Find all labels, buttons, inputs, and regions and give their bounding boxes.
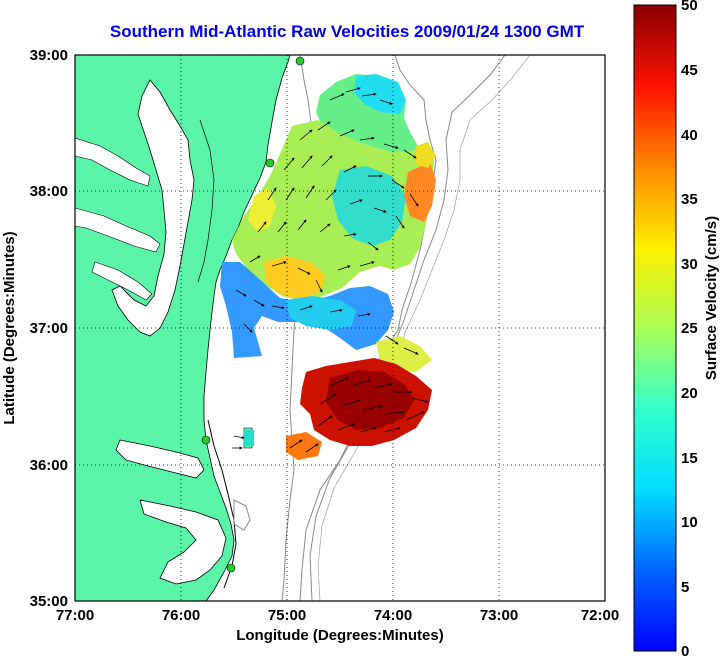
bay-tributary-north [75, 137, 151, 187]
plot-frame [74, 54, 606, 602]
colorbar-tick-label: 10 [681, 514, 698, 531]
x-tick-label: 75:00 [268, 607, 306, 624]
bathymetry-contour-middle [299, 55, 437, 601]
radar-site-marker [265, 158, 275, 168]
bathymetry-contour-inner [281, 55, 313, 601]
radar-site-marker [226, 563, 236, 573]
bathymetry-loop [233, 499, 251, 531]
bay-tributary-middle [75, 207, 161, 253]
x-tick-label: 77:00 [56, 607, 94, 624]
velocity-patch-yellow-eddy [264, 256, 326, 300]
colorbar-gradient [633, 4, 677, 652]
radar-site-marker [201, 435, 211, 445]
bathymetry-contour-slope [317, 55, 531, 601]
velocity-field [220, 74, 436, 460]
y-tick-label: 39:00 [30, 47, 68, 64]
pamlico-sound [139, 499, 227, 585]
albemarle-sound [115, 439, 205, 479]
x-axis-label: Longitude (Degrees:Minutes) [236, 627, 444, 644]
x-tick-label: 76:00 [162, 607, 200, 624]
colorbar-tick-label: 30 [681, 256, 698, 273]
y-axis: 39:00 38:00 37:00 36:00 35:00 Latitude (… [1, 47, 68, 610]
x-axis: 77:00 76:00 75:00 74:00 73:00 72:00 Long… [56, 607, 619, 644]
y-tick-label: 36:00 [30, 457, 68, 474]
x-tick-label: 72:00 [581, 607, 619, 624]
velocity-patch-small-coast [244, 430, 254, 446]
velocity-patch-orange-southwest [286, 432, 322, 460]
land-mass [75, 55, 291, 601]
velocity-patch-orange-east [404, 162, 436, 222]
delmarva-inner-coast [197, 119, 215, 283]
colorbar-tick-label: 35 [681, 191, 698, 208]
y-tick-label: 35:00 [30, 593, 68, 610]
y-axis-label: Latitude (Degrees:Minutes) [1, 231, 18, 424]
velocity-patch-main [232, 120, 434, 300]
chesapeake-bay [111, 79, 195, 337]
velocity-patch-cyan-center [332, 166, 406, 246]
x-tick-label: 73:00 [480, 607, 518, 624]
colorbar: 50 45 40 35 30 25 20 15 10 5 0 Surface V… [633, 0, 720, 659]
map-title: Southern Mid-Atlantic Raw Velocities 200… [109, 22, 585, 41]
colorbar-tick-label: 50 [681, 0, 698, 14]
bathymetry-contour-outer [309, 55, 506, 601]
colorbar-tick-label: 40 [681, 127, 698, 144]
colorbar-tick-label: 5 [681, 579, 689, 596]
y-tick-label: 38:00 [30, 183, 68, 200]
colorbar-tick-label: 20 [681, 385, 698, 402]
velocity-patch-cyan-south [286, 296, 356, 330]
velocity-patch-yellow-ne [416, 142, 436, 168]
colorbar-tick-label: 25 [681, 320, 698, 337]
colorbar-tick-label: 0 [681, 643, 689, 659]
colorbar-label: Surface Velocity (cm/s) [703, 216, 720, 380]
bay-tributary-south [91, 261, 153, 301]
outer-banks [207, 419, 237, 589]
colorbar-tick-label: 45 [681, 62, 698, 79]
colorbar-tick-label: 15 [681, 450, 698, 467]
graticule [75, 55, 605, 601]
x-tick-label: 74:00 [374, 607, 412, 624]
y-tick-label: 37:00 [30, 320, 68, 337]
radar-site-marker [295, 56, 305, 66]
